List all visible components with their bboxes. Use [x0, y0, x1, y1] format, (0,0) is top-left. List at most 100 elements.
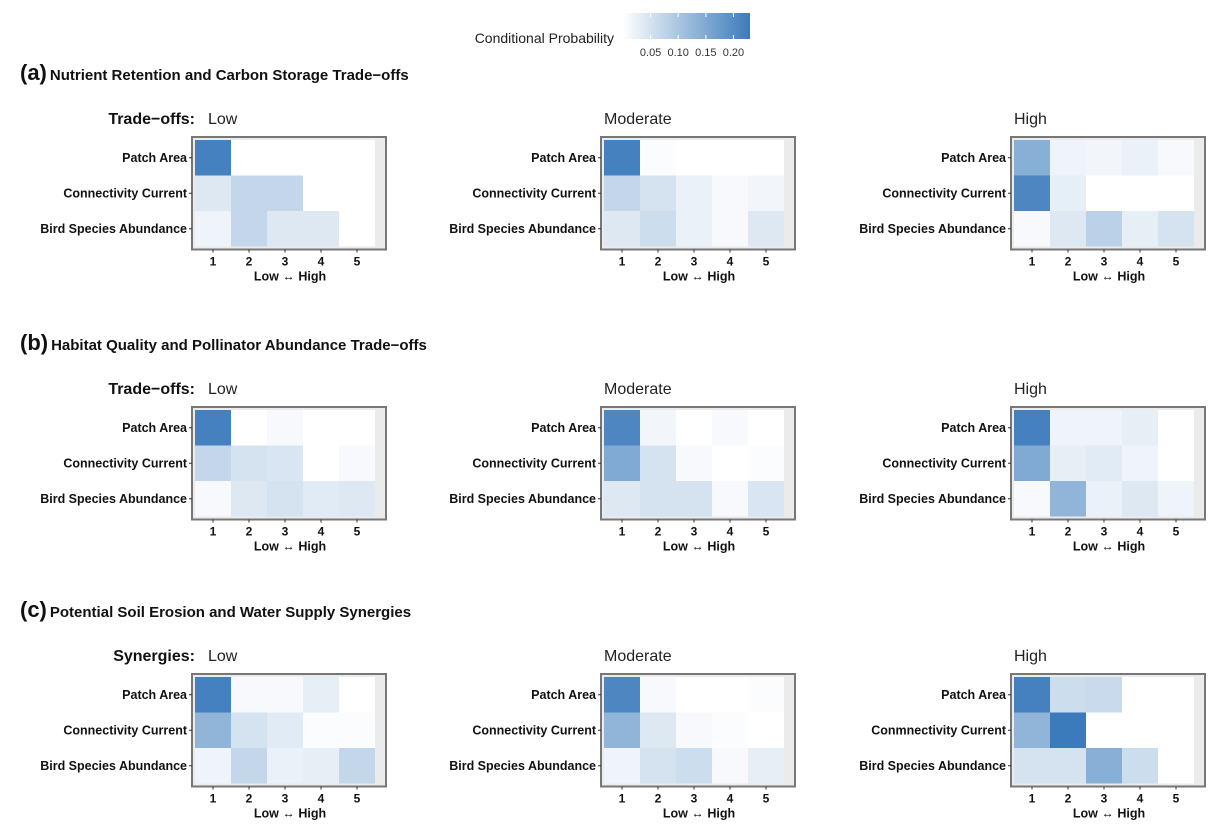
heatmap-cell	[748, 481, 784, 517]
heatmap-cell	[1014, 175, 1050, 211]
x-tick-label: 1	[210, 525, 217, 539]
heatmap-cell	[748, 410, 784, 446]
heatmap-cell	[640, 748, 676, 784]
facet-level: Low	[208, 648, 238, 665]
heatmap-cell	[195, 445, 231, 481]
heatmap-cell	[1086, 175, 1122, 211]
heatmap-cell	[1086, 410, 1122, 446]
heatmap-cell	[1158, 175, 1194, 211]
x-tick-label: 4	[1137, 525, 1144, 539]
y-tick-label: Connectivity Current	[472, 456, 596, 470]
heatmap-cell	[267, 445, 303, 481]
y-tick-label: Bird Species Abundance	[859, 492, 1006, 506]
group-heading: (a) Nutrient Retention and Carbon Storage…	[20, 60, 409, 85]
x-tick-label: 4	[318, 255, 325, 269]
legend-tick-label: 0.05	[640, 47, 661, 59]
heatmap-cell	[712, 140, 748, 176]
y-tick-label: Patch Area	[941, 421, 1007, 435]
heatmap-cell	[267, 481, 303, 517]
group-title: Habitat Quality and Pollinator Abundance…	[51, 337, 427, 354]
y-tick-label: Connectivity Current	[472, 723, 596, 737]
y-tick-label: Connectivity Current	[63, 186, 187, 200]
x-tick-label: 4	[727, 525, 734, 539]
facet-level: High	[1014, 648, 1047, 665]
heatmap-cell	[231, 677, 267, 713]
group-title: Potential Soil Erosion and Water Supply …	[50, 604, 411, 621]
heatmap-cell	[712, 211, 748, 247]
x-tick-label: 3	[691, 255, 698, 269]
heatmap-cell	[267, 712, 303, 748]
heatmap-cell	[604, 211, 640, 247]
heatmap-cell	[676, 712, 712, 748]
y-tick-label: Patch Area	[122, 151, 188, 165]
heatmap-cell	[231, 445, 267, 481]
y-tick-label: Patch Area	[941, 688, 1007, 702]
y-tick-label: Bird Species Abundance	[449, 759, 596, 773]
heatmap-cell	[640, 410, 676, 446]
x-tick-label: 2	[655, 525, 662, 539]
x-tick-label: 1	[1029, 792, 1036, 806]
x-tick-label: 1	[210, 255, 217, 269]
y-tick-label: Connectivity Current	[472, 186, 596, 200]
heatmap-cell	[1158, 712, 1194, 748]
heatmap-cell	[303, 748, 339, 784]
heatmap-cell	[1086, 481, 1122, 517]
heatmap-panel: High Patch Area Conmnectivity Current Bird …	[859, 648, 1206, 821]
heatmap-cell	[339, 445, 375, 481]
facet-prefix: Synergies:	[113, 648, 195, 665]
heatmap-cell	[712, 175, 748, 211]
heatmap-cell	[267, 748, 303, 784]
x-tick-label: 5	[763, 525, 770, 539]
x-tick-label: 5	[1173, 255, 1180, 269]
heatmap-cell	[604, 481, 640, 517]
x-tick-label: 2	[655, 792, 662, 806]
group-title: Nutrient Retention and Carbon Storage Tr…	[50, 67, 409, 84]
x-tick-label: 2	[655, 255, 662, 269]
heatmap-cell	[1086, 140, 1122, 176]
legend-colorbar	[623, 13, 750, 39]
heatmap-cell	[640, 175, 676, 211]
heatmap-cell	[195, 211, 231, 247]
heatmap-cell	[1158, 140, 1194, 176]
heatmap-cell	[303, 712, 339, 748]
heatmap-cell	[1050, 712, 1086, 748]
heatmap-cell	[604, 677, 640, 713]
y-tick-label: Patch Area	[531, 421, 597, 435]
heatmap-cell	[1122, 677, 1158, 713]
heatmap-cell	[676, 445, 712, 481]
heatmap-cell	[303, 410, 339, 446]
color-legend: Conditional Probability 0.05 0.10 0.15 0.20	[475, 13, 750, 59]
y-tick-label: Bird Species Abundance	[40, 222, 187, 236]
heatmap-cell	[303, 140, 339, 176]
x-tick-label: 3	[1101, 525, 1108, 539]
heatmap-cell	[303, 175, 339, 211]
heatmap-cell	[267, 211, 303, 247]
facet-level: Moderate	[604, 111, 672, 128]
facet-level: Moderate	[604, 381, 672, 398]
heatmap-cell	[267, 140, 303, 176]
heatmap-cell	[1122, 481, 1158, 517]
heatmap-cell	[1158, 445, 1194, 481]
x-tick-label: 5	[763, 255, 770, 269]
heatmap-cell	[604, 140, 640, 176]
heatmap-cell	[1086, 677, 1122, 713]
y-tick-label: Patch Area	[531, 688, 597, 702]
heatmap-cell	[748, 445, 784, 481]
group-tag: (a)	[20, 60, 47, 85]
heatmap-cell	[195, 410, 231, 446]
heatmap-cell	[640, 712, 676, 748]
group-tag: (c)	[20, 597, 47, 622]
facet-prefix: Trade−offs:	[108, 381, 195, 398]
heatmap-cell	[604, 410, 640, 446]
x-tick-label: 3	[1101, 792, 1108, 806]
x-tick-label: 5	[354, 792, 361, 806]
heatmap-cell	[1158, 410, 1194, 446]
heatmap-cell	[1086, 211, 1122, 247]
heatmap-cell	[339, 211, 375, 247]
y-tick-label: Connectivity Current	[63, 456, 187, 470]
x-tick-label: 2	[246, 525, 253, 539]
heatmap-cell	[1122, 748, 1158, 784]
group-heading: (c) Potential Soil Erosion and Water Supp…	[20, 597, 411, 622]
heatmap-cell	[712, 445, 748, 481]
heatmap-cell	[676, 748, 712, 784]
